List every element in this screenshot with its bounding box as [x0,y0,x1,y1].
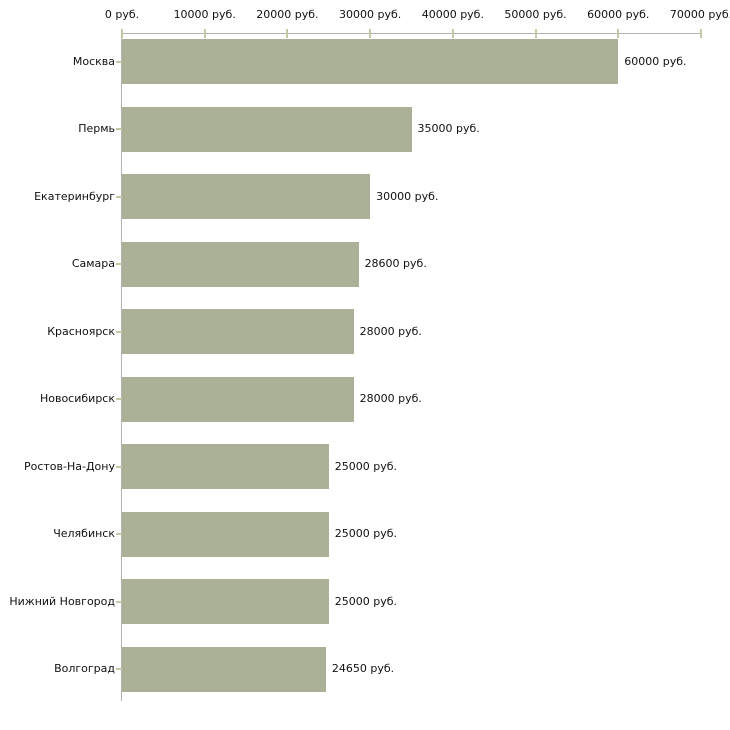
category-label: Волгоград [54,662,115,675]
value-label: 28000 руб. [359,324,422,338]
x-axis-tick-label: 40000 руб. [421,8,484,21]
x-axis-tick [203,29,206,38]
value-label: 28000 руб. [359,392,422,405]
x-axis-tick [121,29,123,38]
category-label: Челябинск [53,527,115,540]
x-axis-tick [451,29,454,38]
value-label: 35000 руб. [417,122,480,135]
value-label: 25000 руб. [334,594,398,608]
category-label: Москва [72,54,115,68]
category-label: Ростов-На-Дону [23,459,115,473]
category-label: Екатеринбург [34,189,115,203]
bar-10 [122,646,326,692]
x-axis-tick-label: 60000 руб. [587,8,650,21]
x-axis-tick-label: 50000 руб. [504,8,567,21]
category-label: Пермь [78,122,115,135]
category-tick [116,668,122,670]
category-tick [116,533,122,535]
value-label: 30000 руб. [376,189,439,203]
category-tick [116,128,122,130]
category-tick [116,263,122,265]
value-label: 24650 руб. [331,662,395,675]
bar-5 [122,309,354,354]
category-label: Самара [71,257,115,270]
value-label: 25000 руб. [334,459,398,473]
value-label: 28600 руб. [364,257,427,270]
category-label: Нижний Новгород [9,594,115,608]
category-tick [116,60,122,63]
category-tick [116,398,122,400]
x-axis-tick-label: 10000 руб. [173,8,236,21]
x-axis-tick-label: 70000 руб. [669,8,730,21]
x-axis-tick [369,29,372,38]
value-label: 25000 руб. [334,527,398,540]
x-axis-tick-label: 0 руб. [104,8,140,21]
bar-7 [122,444,329,489]
category-label: Новосибирск [39,392,115,405]
x-axis-tick [286,29,289,38]
bar-3 [122,174,371,219]
x-axis-tick [534,29,537,38]
plot-area: 0 руб. 10000 руб. 20000 руб. 30000 руб. 4000… [9,8,730,701]
x-axis-tick-label: 30000 руб. [339,8,402,21]
bar-1 [122,39,619,84]
bar-6 [122,376,354,422]
bar-2 [122,106,412,152]
x-axis-tick [617,29,620,38]
category-tick [116,195,122,198]
category-tick [116,600,122,603]
x-axis-tick-label: 20000 руб. [256,8,319,21]
bar-9 [122,579,329,624]
category-label: Красноярск [47,324,115,338]
category-tick [116,465,122,468]
value-label: 60000 руб. [624,54,687,68]
bar-4 [122,241,359,287]
bar-8 [122,511,329,557]
x-axis-tick [700,29,702,38]
category-tick [116,330,122,333]
